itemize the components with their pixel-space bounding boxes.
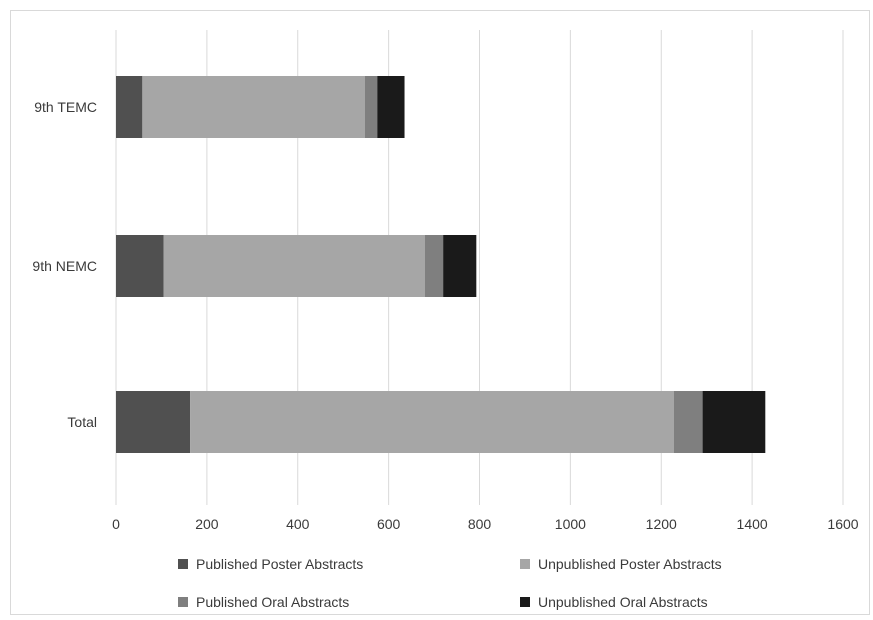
x-tick-label: 1000: [555, 516, 586, 532]
bar-segment: [424, 235, 444, 297]
category-labels: 9th TEMC 9th NEMC Total: [32, 99, 97, 430]
x-tick-label: 1600: [827, 516, 858, 532]
bar-segment: [116, 235, 164, 297]
x-tick-label: 400: [286, 516, 310, 532]
x-tick-label: 0: [112, 516, 120, 532]
bar-segment: [116, 391, 191, 453]
category-label: Total: [67, 414, 97, 430]
x-tick-label: 1200: [646, 516, 677, 532]
bar-segment: [116, 76, 143, 138]
bar-segment: [190, 391, 674, 453]
bars: [116, 76, 766, 453]
bar-segment: [163, 235, 425, 297]
bar-segment: [377, 76, 405, 138]
bar-segment: [673, 391, 703, 453]
x-tick-label: 200: [195, 516, 219, 532]
x-tick-labels: 0 200 400 600 800 1000 1200 1400 1600: [112, 516, 859, 532]
x-tick-label: 800: [468, 516, 492, 532]
bar-segment: [702, 391, 766, 453]
x-tick-label: 1400: [737, 516, 768, 532]
bar-segment: [443, 235, 477, 297]
bar-segment: [364, 76, 378, 138]
category-label: 9th NEMC: [32, 258, 97, 274]
bar-segment: [142, 76, 365, 138]
x-tick-label: 600: [377, 516, 401, 532]
category-label: 9th TEMC: [34, 99, 97, 115]
